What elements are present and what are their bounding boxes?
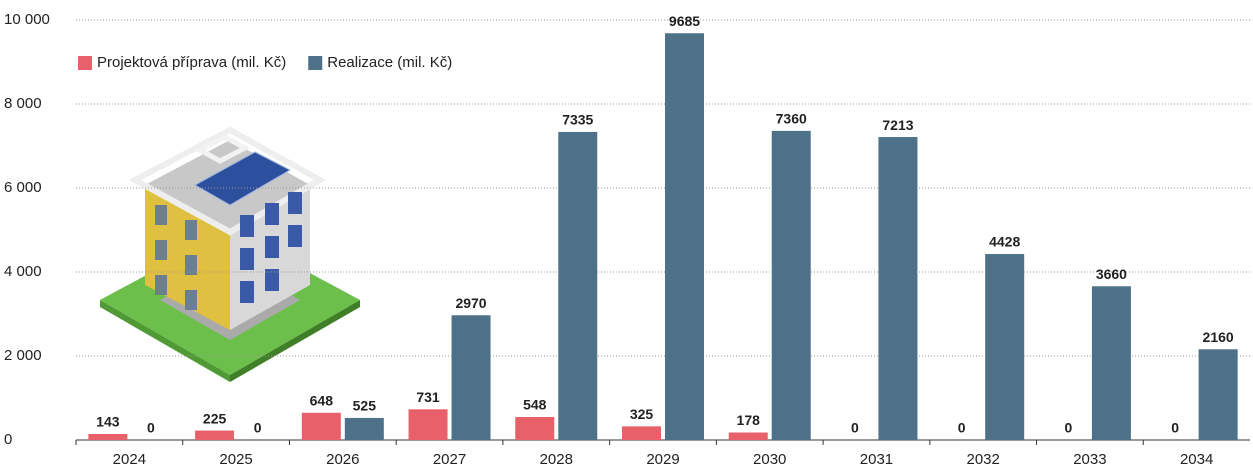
bar <box>878 137 918 440</box>
y-tick-label: 10 000 <box>4 11 50 28</box>
x-tick-label: 2024 <box>113 451 146 468</box>
value-label: 2160 <box>1203 329 1234 345</box>
x-tick-label: 2031 <box>860 451 893 468</box>
bar <box>408 409 448 440</box>
x-tick-label: 2028 <box>540 451 573 468</box>
value-label: 325 <box>630 406 654 422</box>
x-tick-label: 2026 <box>326 451 359 468</box>
y-tick-label: 8 000 <box>4 95 42 112</box>
value-label: 7213 <box>882 117 913 133</box>
bar <box>344 417 384 440</box>
value-label: 0 <box>1065 420 1073 436</box>
x-tick-label: 2032 <box>966 451 999 468</box>
value-label: 3660 <box>1096 266 1127 282</box>
value-label: 0 <box>147 420 155 436</box>
value-label: 9685 <box>669 13 700 29</box>
y-tick-label: 6 000 <box>4 179 42 196</box>
value-label: 648 <box>310 392 334 408</box>
value-label: 143 <box>96 414 120 430</box>
bar <box>515 416 555 440</box>
bar <box>1198 349 1238 440</box>
bar <box>88 433 128 440</box>
bar <box>1091 286 1131 440</box>
y-tick-label: 4 000 <box>4 263 42 280</box>
value-label: 7360 <box>776 111 807 127</box>
value-label: 2970 <box>455 295 486 311</box>
bar <box>195 430 235 440</box>
building-illustration <box>100 126 360 382</box>
y-tick-label: 0 <box>4 431 12 448</box>
value-label: 0 <box>1171 420 1179 436</box>
value-label: 0 <box>958 420 966 436</box>
bar <box>985 254 1025 440</box>
value-label: 0 <box>254 420 262 436</box>
value-label: 225 <box>203 410 227 426</box>
bar <box>451 315 491 440</box>
legend-label: Realizace (mil. Kč) <box>327 54 452 71</box>
bar <box>558 131 598 440</box>
legend-swatch <box>78 56 92 70</box>
legend: Projektová příprava (mil. Kč) Realizace (… <box>78 54 452 71</box>
bar <box>622 426 661 440</box>
value-label: 525 <box>353 398 377 414</box>
value-label: 731 <box>416 389 440 405</box>
x-tick-label: 2033 <box>1073 451 1106 468</box>
value-label: 4428 <box>989 234 1020 250</box>
bar <box>665 33 704 440</box>
bar <box>301 412 341 440</box>
x-tick-label: 2025 <box>219 451 252 468</box>
x-tick-label: 2027 <box>433 451 466 468</box>
bar <box>728 432 768 440</box>
bar <box>771 130 811 440</box>
value-label: 0 <box>851 420 859 436</box>
x-tick-label: 2034 <box>1180 451 1213 468</box>
value-label: 7335 <box>562 112 593 128</box>
x-tick-label: 2030 <box>753 451 786 468</box>
legend-label: Projektová příprava (mil. Kč) <box>97 54 286 71</box>
y-tick-label: 2 000 <box>4 347 42 364</box>
value-label: 178 <box>737 412 761 428</box>
legend-swatch <box>308 56 323 70</box>
value-label: 548 <box>523 397 547 413</box>
x-tick-label: 2029 <box>646 451 679 468</box>
